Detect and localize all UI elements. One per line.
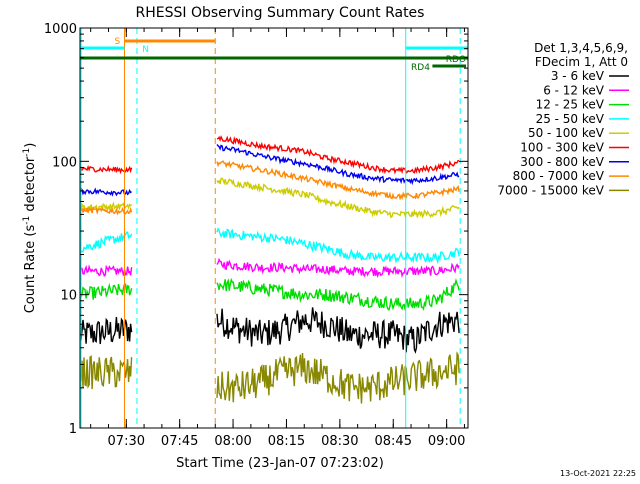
annotation-label-s: S bbox=[115, 37, 121, 47]
x-tick-label: 08:15 bbox=[268, 434, 305, 449]
y-axis-label-mid: detector bbox=[23, 156, 38, 216]
legend-entry-label: 7000 - 15000 keV bbox=[497, 183, 604, 197]
x-tick-label: 07:45 bbox=[161, 434, 198, 449]
series-line-800_7000keV bbox=[80, 206, 133, 216]
x-tick-label: 09:00 bbox=[428, 434, 465, 449]
chart-title: RHESSI Observing Summary Count Rates bbox=[136, 5, 425, 21]
series-line-300_800keV bbox=[80, 186, 133, 197]
annotation-label-rdo: RDO bbox=[446, 55, 466, 65]
series-line-100_300keV bbox=[216, 134, 460, 175]
x-tick-label: 08:00 bbox=[214, 434, 251, 449]
y-tick-label: 100 bbox=[52, 155, 77, 170]
legend-entry-label: 6 - 12 keV bbox=[543, 83, 605, 97]
x-tick-label: 08:30 bbox=[321, 434, 358, 449]
y-tick-label: 1 bbox=[69, 422, 77, 437]
series-line-50_100keV bbox=[80, 201, 133, 213]
series-line-12_25keV bbox=[80, 282, 133, 302]
legend-entry-label: 100 - 300 keV bbox=[520, 141, 604, 155]
legend-entry-label: 50 - 100 keV bbox=[528, 126, 605, 140]
legend-entry-label: 300 - 800 keV bbox=[520, 155, 604, 169]
legend-entry-label: 3 - 6 keV bbox=[551, 69, 605, 83]
legend-entry-label: 800 - 7000 keV bbox=[513, 169, 605, 183]
y-tick-label: 10 bbox=[60, 289, 77, 304]
y-tick-label: 1000 bbox=[44, 22, 77, 37]
legend-header-line-1: Det 1,3,4,5,6,9, bbox=[534, 41, 628, 55]
legend-entry-label: 25 - 50 keV bbox=[536, 112, 605, 126]
legend-header-line-2: FDecim 1, Att 0 bbox=[535, 55, 628, 69]
series-line-7000_15000keV bbox=[80, 355, 133, 390]
series-layer bbox=[80, 134, 460, 404]
x-axis: 07:30 07:45 08:00 08:15 08:30 08:45 09:00 bbox=[90, 28, 465, 449]
y-axis-label-sup-1: -1 bbox=[22, 216, 32, 225]
series-line-800_7000keV bbox=[216, 160, 460, 201]
y-axis-label-sup-2: -1 bbox=[22, 148, 32, 157]
series-line-6_12keV bbox=[80, 264, 133, 278]
legend: Det 1,3,4,5,6,9, FDecim 1, Att 0 3 - 6 k… bbox=[497, 41, 629, 197]
series-line-7000_15000keV bbox=[216, 351, 460, 404]
plot-area: S N RDO RD4 bbox=[79, 27, 469, 429]
x-tick-label: 08:45 bbox=[375, 434, 412, 449]
x-axis-label: Start Time (23-Jan-07 07:23:02) bbox=[176, 456, 384, 471]
y-axis: 1 10 100 1000 bbox=[44, 22, 468, 437]
series-line-3_6keV bbox=[216, 307, 460, 354]
y-axis-label: Count Rate (s-1 detector-1) bbox=[22, 143, 38, 314]
plot-frame bbox=[79, 27, 469, 429]
legend-entry-label: 12 - 25 keV bbox=[536, 98, 605, 112]
series-line-300_800keV bbox=[216, 144, 460, 186]
series-line-25_50keV bbox=[80, 231, 133, 254]
series-line-50_100keV bbox=[216, 177, 460, 219]
series-line-6_12keV bbox=[216, 257, 460, 279]
y-axis-label-main: Count Rate (s bbox=[23, 225, 38, 314]
y-axis-label-end: ) bbox=[23, 143, 38, 148]
series-line-12_25keV bbox=[216, 277, 460, 312]
annotation-label-rd4: RD4 bbox=[411, 63, 430, 73]
series-line-3_6keV bbox=[80, 316, 133, 345]
annotation-label-n: N bbox=[142, 45, 149, 55]
series-line-25_50keV bbox=[216, 227, 460, 265]
annotation-layer: S N RDO RD4 bbox=[80, 28, 468, 428]
x-tick-label: 07:30 bbox=[108, 434, 145, 449]
series-line-100_300keV bbox=[80, 164, 133, 175]
footer-date: 13-Oct-2021 22:25 bbox=[560, 469, 636, 478]
